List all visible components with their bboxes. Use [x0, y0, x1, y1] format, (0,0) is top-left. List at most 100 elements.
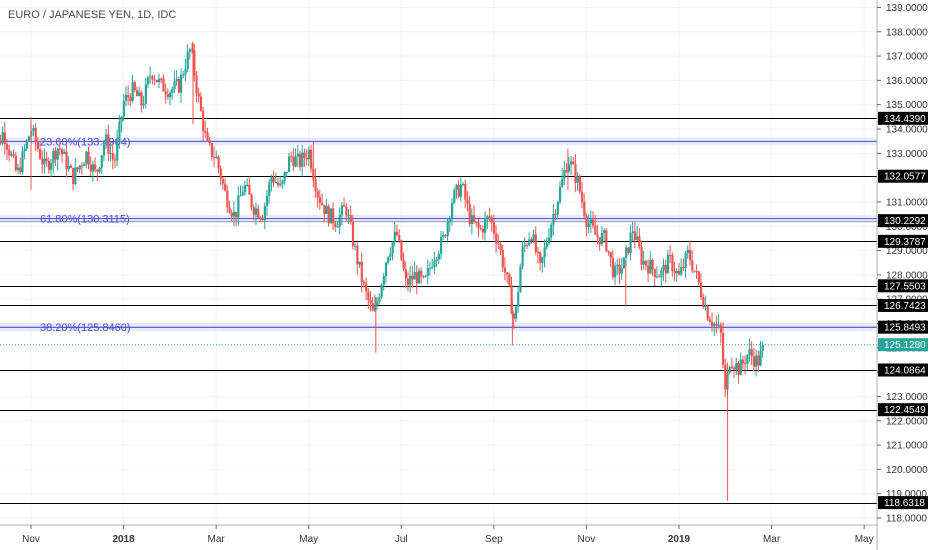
price-tick-label: 134.0000	[886, 125, 928, 136]
level-price-tag	[878, 279, 928, 293]
candle-body	[715, 323, 718, 326]
candle-body	[226, 190, 229, 208]
candle-body	[41, 158, 44, 165]
candle-body	[528, 239, 531, 245]
level-price-tag-label: 127.5503	[884, 281, 926, 292]
level-price-tag-label: 118.6318	[884, 498, 925, 509]
candle-body	[607, 250, 610, 253]
fib-label: 61.80%(130.3115)	[40, 214, 130, 226]
candle-body	[543, 247, 546, 258]
candle-body	[131, 82, 134, 101]
candle-body	[230, 212, 233, 217]
candle-body	[127, 94, 130, 98]
candle-body	[219, 167, 222, 180]
candle-body	[664, 264, 667, 274]
candle-body	[512, 313, 515, 319]
candle-body	[651, 259, 654, 270]
candle-body	[135, 90, 139, 97]
candle-body	[585, 215, 588, 228]
candle-body	[325, 206, 328, 215]
candle-body	[316, 191, 319, 198]
candle-body	[25, 140, 28, 149]
candle-body	[680, 267, 683, 275]
candle-body	[671, 254, 674, 272]
candle-body	[276, 182, 280, 186]
candle-body	[437, 253, 440, 260]
candle-body	[47, 160, 51, 170]
candle-body	[459, 184, 463, 197]
candle-body	[620, 268, 623, 274]
candle-body	[52, 150, 55, 164]
candle-body	[151, 76, 154, 80]
candle-body	[332, 208, 335, 224]
candle-body	[157, 78, 161, 83]
candle-body	[733, 367, 736, 370]
candle-body	[673, 271, 676, 274]
candle-body	[294, 156, 297, 167]
candle-body	[171, 88, 174, 93]
candle-body	[301, 152, 304, 167]
time-axis: Nov 2018 Mar May Jul Sep Nov 2019 Mar May	[22, 525, 874, 545]
candle-body	[336, 226, 339, 228]
candle-body	[142, 103, 145, 106]
candle-body	[603, 230, 606, 233]
candle-body	[259, 217, 262, 219]
candle-body	[369, 300, 372, 304]
candle-body	[8, 149, 11, 156]
candle-body	[356, 245, 359, 265]
candle-body	[175, 78, 178, 82]
candle-body	[298, 153, 302, 167]
candle-body	[574, 164, 577, 183]
candle-body	[50, 163, 53, 170]
candle-body	[462, 183, 465, 185]
candle-body	[164, 91, 167, 95]
candle-body	[204, 130, 207, 133]
candle-body	[534, 234, 537, 252]
candle-body	[466, 199, 469, 204]
candle-body	[387, 256, 390, 263]
candle-body	[254, 208, 258, 215]
candle-body	[193, 49, 196, 76]
candle-body	[96, 169, 99, 172]
candle-body	[329, 208, 333, 224]
candle-body	[281, 180, 284, 184]
candle-body	[666, 254, 670, 274]
candle-body	[433, 260, 436, 268]
candle-body	[629, 232, 632, 253]
level-price-tag	[878, 234, 928, 248]
price-tick-label: 136.0000	[886, 76, 928, 87]
candle-body	[290, 156, 293, 158]
candle-body	[261, 218, 264, 221]
candle-body	[523, 244, 526, 247]
candle-body	[10, 154, 13, 156]
level-price-tag	[878, 298, 928, 312]
candle-body	[616, 264, 619, 266]
candle-body	[583, 201, 586, 216]
candle-body	[642, 260, 645, 265]
candle-body	[581, 191, 584, 202]
candle-body	[662, 264, 665, 271]
candle-body	[327, 206, 330, 224]
last-price-tag	[878, 338, 928, 352]
level-price-tag	[878, 111, 928, 125]
candle-body	[105, 134, 108, 145]
candle-body	[274, 182, 277, 184]
candle-body	[232, 211, 236, 217]
candle-body	[592, 219, 595, 226]
candle-body	[56, 148, 59, 160]
candle-body	[675, 270, 678, 274]
candle-body	[146, 77, 150, 85]
price-tick-label: 130.0000	[886, 222, 928, 233]
candle-body	[347, 215, 350, 217]
candle-body	[382, 276, 385, 286]
candle-body	[61, 149, 64, 155]
time-tick-label: Mar	[208, 534, 226, 545]
time-tick-label: Mar	[763, 534, 781, 545]
candle-body	[761, 345, 764, 351]
candle-body	[102, 144, 106, 156]
candle-body	[124, 94, 128, 102]
candle-body	[746, 355, 749, 365]
candle-body	[737, 363, 740, 375]
candle-body	[448, 218, 452, 222]
